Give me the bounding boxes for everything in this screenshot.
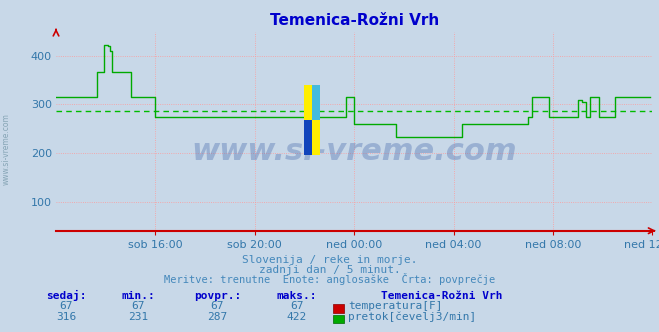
Text: 231: 231: [129, 312, 148, 322]
Text: 67: 67: [211, 301, 224, 311]
Bar: [304, 120, 312, 155]
Text: povpr.:: povpr.:: [194, 291, 241, 301]
Text: 316: 316: [56, 312, 76, 322]
Title: Temenica-Rožni Vrh: Temenica-Rožni Vrh: [270, 13, 439, 28]
Text: www.si-vreme.com: www.si-vreme.com: [191, 136, 517, 166]
Text: pretok[čevelj3/min]: pretok[čevelj3/min]: [348, 311, 476, 322]
Text: zadnji dan / 5 minut.: zadnji dan / 5 minut.: [258, 265, 401, 275]
Text: sedaj:: sedaj:: [45, 290, 86, 301]
Text: www.si-vreme.com: www.si-vreme.com: [2, 114, 11, 185]
Text: min.:: min.:: [121, 291, 156, 301]
Text: maks.:: maks.:: [276, 291, 317, 301]
Text: 287: 287: [208, 312, 227, 322]
Text: 67: 67: [59, 301, 72, 311]
Text: Temenica-Rožni Vrh: Temenica-Rožni Vrh: [381, 291, 502, 301]
Text: temperatura[F]: temperatura[F]: [348, 301, 442, 311]
Text: 67: 67: [290, 301, 303, 311]
Bar: [304, 85, 320, 155]
Text: 67: 67: [132, 301, 145, 311]
Text: Slovenija / reke in morje.: Slovenija / reke in morje.: [242, 255, 417, 265]
Text: 422: 422: [287, 312, 306, 322]
Bar: [312, 85, 320, 120]
Text: Meritve: trenutne  Enote: anglosaške  Črta: povprečje: Meritve: trenutne Enote: anglosaške Črta…: [164, 273, 495, 285]
